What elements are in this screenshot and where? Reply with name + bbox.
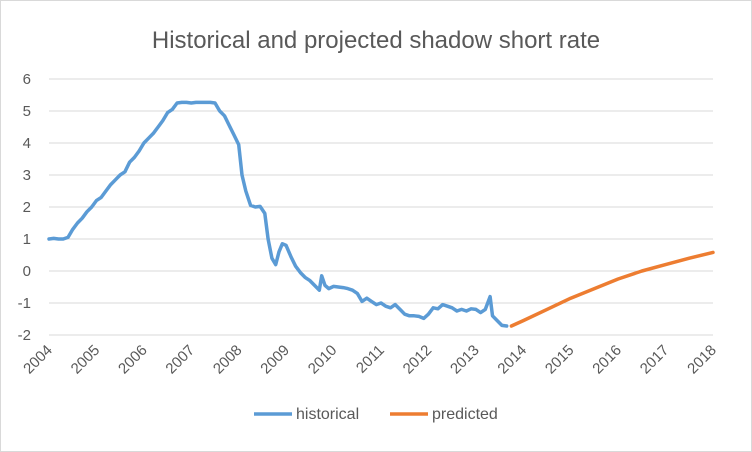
x-tick-label: 2009	[257, 342, 293, 378]
x-tick-label: 2008	[210, 342, 246, 378]
x-tick-label: 2016	[589, 342, 625, 378]
x-tick-label: 2014	[494, 342, 530, 378]
gridlines	[49, 78, 713, 336]
y-tick-label: 5	[23, 103, 31, 120]
x-tick-label: 2006	[115, 342, 151, 378]
x-tick-label: 2011	[353, 342, 388, 377]
x-tick-label: 2015	[542, 342, 578, 378]
x-tick-label: 2010	[305, 342, 341, 378]
x-tick-label: 2012	[400, 342, 436, 378]
y-tick-label: -2	[18, 327, 31, 344]
x-tick-label: 2005	[68, 342, 104, 378]
chart-title: Historical and projected shadow short ra…	[152, 27, 600, 54]
legend-label-historical: historical	[296, 406, 359, 423]
x-tick-label: 2013	[447, 342, 483, 378]
x-axis-ticks: 2004 2005 2006 2007 2008 2009 2010 2011 2012 2013…	[20, 342, 720, 378]
series-line-historical	[47, 100, 509, 328]
y-axis-ticks: 6 5 4 3 2 1 0 -1 -2	[18, 71, 31, 344]
legend-label-predicted: predicted	[432, 406, 498, 423]
x-tick-label: 2004	[20, 342, 56, 378]
x-tick-label: 2007	[162, 342, 198, 378]
y-tick-label: 6	[23, 71, 31, 88]
legend: historical predicted	[254, 406, 498, 423]
x-tick-label: 2017	[637, 342, 673, 378]
y-tick-label: 4	[23, 135, 31, 152]
y-tick-label: 1	[23, 231, 31, 248]
y-tick-label: 0	[23, 263, 31, 280]
series-line-predicted	[509, 250, 715, 328]
y-tick-label: 3	[23, 167, 31, 184]
x-tick-label: 2018	[684, 342, 720, 378]
y-tick-label: 2	[23, 199, 31, 216]
y-tick-label: -1	[18, 295, 31, 312]
series-lines	[47, 100, 715, 328]
